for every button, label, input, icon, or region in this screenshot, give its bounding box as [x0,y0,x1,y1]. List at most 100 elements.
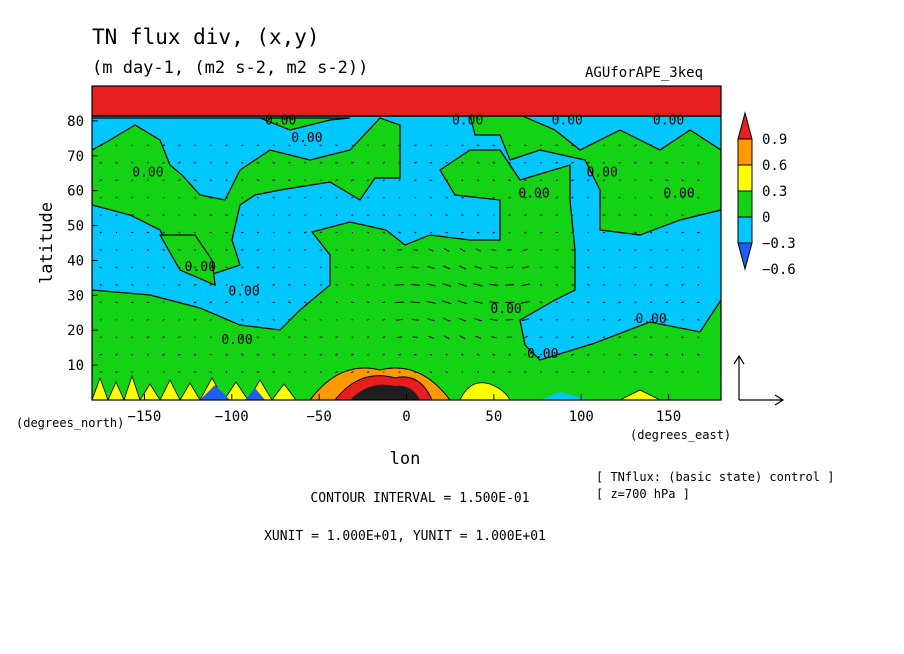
flux-vector [696,336,700,339]
flux-vector [319,231,323,234]
flux-vector [461,196,464,199]
flux-vector [457,300,468,305]
flux-vector [476,161,480,164]
flux-vector [193,301,197,304]
flux-vector [445,371,448,374]
contour-label: 0.00 [552,113,583,128]
flux-vector [491,248,497,251]
flux-vector [272,266,276,269]
flux-vector [475,248,481,252]
flux-vector [209,318,213,321]
contour-label: 0.00 [490,302,521,317]
flux-vector [490,318,498,321]
flux-vector [162,353,165,356]
flux-vector [490,266,498,269]
contour-labels: 0.00 0.00 0.00 0.00 0.00 0.00 0.00 0.00 0.00 0.00… [132,113,694,362]
flux-vector [524,144,527,147]
flux-vector [241,301,244,304]
flux-vector [99,144,103,147]
flux-vector [146,353,150,356]
flux-vector [602,161,605,164]
colorbar-label: 0.6 [762,158,787,174]
flux-vector [489,301,499,304]
field-positive-regions [92,114,721,400]
flux-vector [445,353,448,356]
flux-vector [681,266,684,269]
flux-vector [697,144,700,147]
flux-vector [587,318,590,321]
flux-vector [586,179,590,182]
flux-vector [697,179,700,182]
flux-vector [272,161,276,164]
colorbar: 0.9 0.6 0.3 0 −0.3 −0.6 [737,111,796,278]
colorbar-label: 0.3 [762,184,787,200]
flux-vector [398,161,401,164]
colorbar-label: 0.9 [762,132,787,148]
flux-vector [603,353,605,356]
flux-vector [115,301,118,304]
flux-vector [272,179,276,182]
flux-vector [681,196,685,199]
flux-vector [209,144,212,147]
flux-vector [618,214,622,216]
flux-vector [382,266,385,269]
flux-vector [193,214,197,217]
flux-vector [366,196,370,199]
flux-vector [634,161,637,164]
flux-vector [366,284,370,286]
flux-vector [681,371,684,374]
flux-vector [618,161,621,164]
contour-label: 0.00 [132,166,163,181]
y-tick-label: 60 [67,184,84,200]
flux-vector [521,318,530,322]
flux-vector [225,301,228,304]
flux-vector [539,318,543,321]
flux-vector [240,336,244,339]
flux-vector [209,231,212,234]
flux-vector [209,353,212,356]
flux-vector [492,144,496,147]
colorbar-segment [737,138,753,166]
flux-vector [571,214,574,216]
flux-vector [209,196,213,199]
flux-vector [602,144,605,147]
flux-vector [319,144,323,147]
flux-vector [382,318,386,321]
flux-vector [665,144,668,147]
flux-vector [445,214,449,217]
flux-vector [395,318,404,321]
flux-vector [571,179,574,182]
flux-vector [225,353,228,356]
flux-vector [303,214,307,217]
flux-vector [586,284,590,286]
flux-vector [209,371,213,374]
flux-vector [650,196,653,199]
y-axis-label: latitude [37,202,57,284]
y-tick-label: 70 [67,149,84,165]
flux-vector [508,144,511,147]
y-tick-label: 40 [67,253,84,269]
flux-vector [241,266,244,269]
flux-vector [429,371,433,374]
flux-vector [99,301,102,304]
flux-vector [319,283,322,286]
flux-vector [241,371,244,374]
flux-vector [476,353,480,356]
flux-vector [288,301,291,304]
flux-vector [288,318,291,321]
flux-vector [681,353,684,356]
flux-vector [241,283,244,286]
flux-vector [146,248,150,251]
x-axis: −150 −100 −50 0 50 100 150 [128,394,681,425]
flux-vector [335,266,339,269]
flux-vector [209,283,213,286]
flux-vector [618,301,621,304]
flux-vector [319,301,322,304]
flux-vector [410,301,420,304]
flux-vector [474,265,482,270]
flux-vector [303,196,307,199]
flux-vector [256,248,260,251]
flux-vector [523,196,527,199]
flux-vector [477,371,480,373]
flux-vector [473,300,483,304]
